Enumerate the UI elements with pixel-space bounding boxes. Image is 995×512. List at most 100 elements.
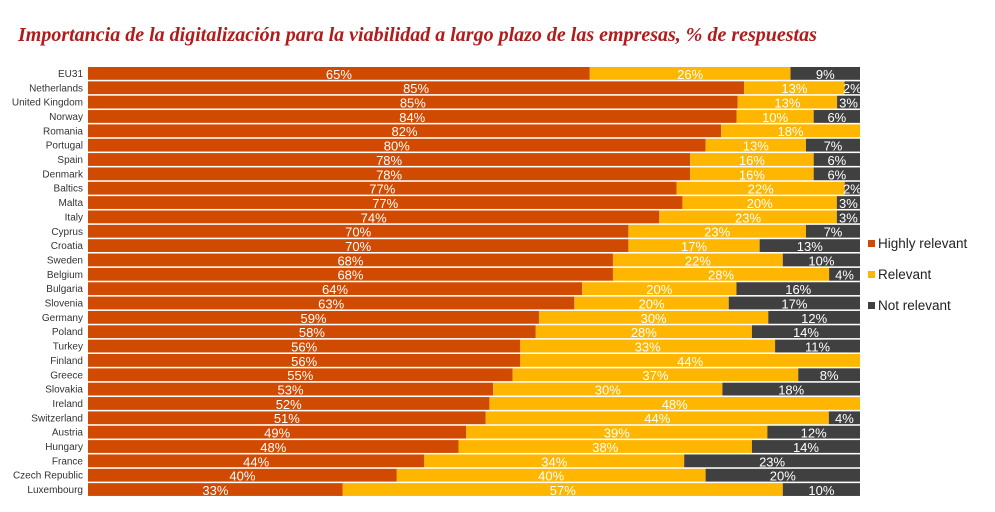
- category-label: United Kingdom: [12, 98, 83, 109]
- category-label: Switzerland: [31, 413, 83, 424]
- data-label: 56%: [291, 354, 317, 369]
- category-label: Slovakia: [45, 385, 83, 396]
- category-label: Portugal: [46, 141, 83, 152]
- data-label: 13%: [797, 239, 823, 254]
- category-label: Germany: [42, 313, 83, 324]
- legend-swatch: [868, 240, 875, 247]
- data-label: 70%: [345, 225, 371, 240]
- data-label: 68%: [337, 253, 363, 268]
- bar-segment-highly-relevant: [88, 440, 459, 453]
- bar-segment-relevant: [342, 483, 783, 496]
- bar-segment-not-relevant: [768, 310, 860, 324]
- bar-segment-highly-relevant: [88, 95, 738, 109]
- data-label: 12%: [801, 426, 827, 441]
- data-label: 9%: [816, 67, 835, 82]
- bar-segment-not-relevant: [790, 67, 860, 80]
- bar-segment-not-relevant: [782, 483, 860, 496]
- data-label: 17%: [681, 239, 707, 254]
- bar-segment-highly-relevant: [88, 153, 691, 166]
- category-label: Austria: [52, 428, 84, 439]
- bar-segment-relevant: [520, 339, 776, 353]
- data-label: 28%: [631, 325, 657, 340]
- data-label: 23%: [735, 210, 761, 225]
- bar-segment-not-relevant: [684, 454, 860, 468]
- category-label: Hungary: [45, 442, 83, 453]
- category-label: France: [52, 456, 84, 467]
- bar-segment-not-relevant: [798, 368, 860, 382]
- data-label: 53%: [278, 383, 304, 398]
- data-label: 3%: [839, 210, 858, 225]
- data-label: 55%: [287, 368, 313, 383]
- bar-segment-not-relevant: [751, 325, 860, 339]
- bar-segment-not-relevant: [705, 468, 860, 482]
- bar-segment-relevant: [538, 310, 769, 324]
- bar-segment-highly-relevant: [88, 196, 683, 209]
- data-label: 14%: [793, 325, 819, 340]
- data-label: 10%: [762, 110, 788, 125]
- data-label: 49%: [264, 426, 290, 441]
- bar-segment-relevant: [612, 253, 783, 267]
- category-label: Cyprus: [51, 227, 83, 238]
- data-label: 85%: [403, 81, 429, 96]
- category-label: Baltics: [54, 184, 83, 195]
- bar-segment-highly-relevant: [88, 253, 613, 267]
- data-label: 77%: [369, 182, 395, 197]
- bar-segment-relevant: [721, 124, 860, 138]
- category-label: Poland: [52, 327, 83, 338]
- legend-label: Not relevant: [878, 298, 951, 313]
- data-label: 10%: [808, 483, 834, 498]
- bar-segment-not-relevant: [805, 138, 860, 152]
- bar-segment-highly-relevant: [88, 239, 629, 252]
- bar-segment-not-relevant: [767, 425, 860, 439]
- category-label: Norway: [49, 112, 83, 123]
- data-label: 40%: [229, 469, 255, 484]
- data-label: 39%: [604, 426, 630, 441]
- category-label: Czech Republic: [13, 471, 83, 482]
- bar-segment-relevant: [535, 325, 752, 339]
- bar-segment-relevant: [744, 81, 845, 95]
- data-label: 63%: [318, 296, 344, 311]
- data-label: 6%: [827, 110, 846, 125]
- data-label: 22%: [748, 182, 774, 197]
- data-label: 64%: [322, 282, 348, 297]
- bar-segment-highly-relevant: [88, 138, 706, 152]
- data-label: 33%: [635, 339, 661, 354]
- data-label: 51%: [274, 411, 300, 426]
- category-label: EU31: [58, 69, 83, 80]
- category-label: Slovenia: [45, 299, 84, 310]
- data-label: 48%: [260, 440, 286, 455]
- bar-segment-highly-relevant: [88, 483, 343, 496]
- data-label: 13%: [774, 96, 800, 111]
- category-label: Finland: [50, 356, 83, 367]
- data-label: 78%: [376, 167, 402, 182]
- bar-segment-relevant: [659, 210, 837, 224]
- data-label: 44%: [243, 454, 269, 469]
- bar-segment-not-relevant: [813, 110, 860, 123]
- data-label: 56%: [291, 339, 317, 354]
- data-label: 16%: [739, 167, 765, 182]
- bar-segment-not-relevant: [728, 296, 860, 310]
- data-label: 13%: [743, 139, 769, 154]
- data-label: 10%: [808, 253, 834, 268]
- bar-segment-highly-relevant: [88, 181, 677, 195]
- bar-segment-not-relevant: [759, 239, 860, 252]
- data-label: 8%: [820, 368, 839, 383]
- data-label: 16%: [785, 282, 811, 297]
- bar-segment-highly-relevant: [88, 468, 397, 482]
- bar-segment-relevant: [582, 282, 737, 296]
- category-label: Ireland: [52, 399, 83, 410]
- data-label: 20%: [770, 469, 796, 484]
- data-label: 18%: [778, 383, 804, 398]
- legend-swatch: [868, 302, 875, 309]
- data-label: 30%: [641, 311, 667, 326]
- bar-segment-relevant: [466, 425, 768, 439]
- bar-segment-highly-relevant: [88, 382, 494, 396]
- data-label: 52%: [276, 397, 302, 412]
- bar-segment-not-relevant: [836, 196, 860, 209]
- data-label: 84%: [399, 110, 425, 125]
- bar-segment-not-relevant: [844, 181, 860, 195]
- bar-segment-relevant: [520, 354, 860, 367]
- data-label: 28%: [708, 268, 734, 283]
- data-label: 3%: [839, 196, 858, 211]
